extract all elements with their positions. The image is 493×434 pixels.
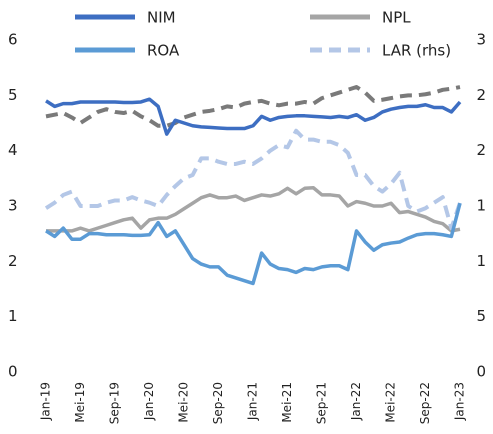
y-tick-label: 0 bbox=[476, 363, 486, 381]
y-tick-label: 2 bbox=[476, 141, 486, 159]
x-tick-label: Sep-19 bbox=[108, 382, 122, 424]
legend-label: LAR (rhs) bbox=[382, 42, 451, 60]
series-line bbox=[45, 97, 462, 136]
series-line bbox=[45, 85, 461, 128]
x-tick-label: Mei-21 bbox=[280, 382, 294, 423]
x-tick-label: Sep-22 bbox=[418, 382, 432, 424]
x-tick-label: Sep-20 bbox=[211, 382, 225, 424]
y-tick-label: 1 bbox=[476, 197, 486, 215]
x-tick-label: Jan-20 bbox=[142, 382, 156, 421]
series-line bbox=[45, 202, 462, 286]
y-tick-label: 5 bbox=[8, 86, 18, 104]
x-tick-label: Jan-22 bbox=[349, 382, 363, 421]
x-tick-label: Mei-20 bbox=[177, 382, 191, 423]
y-tick-label: 2 bbox=[8, 252, 18, 270]
x-tick-label: Jan-21 bbox=[246, 382, 260, 421]
legend-label: ROA bbox=[147, 42, 180, 60]
x-tick-label: Mei-19 bbox=[73, 382, 87, 423]
x-tick-label: Jan-19 bbox=[39, 382, 53, 421]
y-tick-label: 6 bbox=[8, 31, 18, 49]
y-tick-label: 1 bbox=[476, 252, 486, 270]
y-tick-label: 4 bbox=[8, 141, 18, 159]
series-line bbox=[44, 128, 462, 231]
y-tick-label: 3 bbox=[476, 31, 486, 49]
x-tick-label: Jan-23 bbox=[453, 382, 467, 421]
x-tick-label: Sep-21 bbox=[315, 382, 329, 424]
x-tick-label: Mei-22 bbox=[384, 382, 398, 423]
y-tick-label: 2 bbox=[476, 86, 486, 104]
y-tick-label: 1 bbox=[8, 307, 18, 325]
legend-label: NIM bbox=[147, 9, 176, 27]
legend-label: NPL bbox=[382, 9, 411, 27]
y-tick-label: 3 bbox=[8, 197, 18, 215]
series-line bbox=[46, 185, 461, 233]
y-tick-label: 0 bbox=[8, 363, 18, 381]
y-tick-label: 5 bbox=[476, 307, 486, 325]
